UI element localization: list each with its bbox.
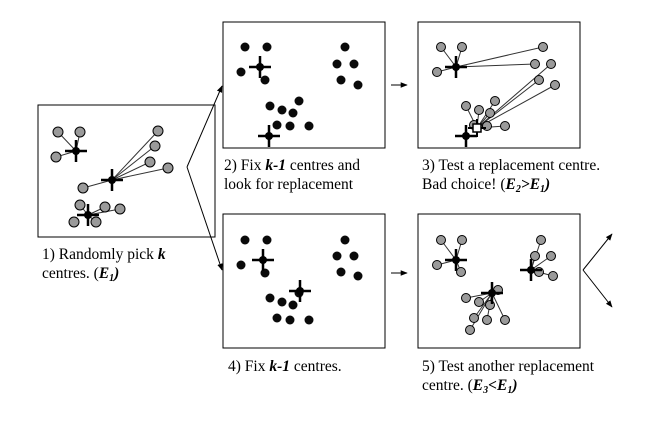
panel-5-frame [417, 213, 581, 349]
caption-subscript: 1 [109, 273, 115, 284]
caption-step-5: 5) Test another replacement centre. (E3<… [422, 357, 594, 400]
caption-text: 4) Fix [228, 358, 270, 375]
caption-subscript: 2 [515, 184, 521, 195]
caption-step-4: 4) Fix k-1 centres. [228, 357, 342, 376]
caption-step-3-line-1: 3) Test a replacement centre. [422, 156, 600, 175]
panel-1-frame [37, 104, 216, 238]
replacement-centre-marker [468, 119, 486, 137]
caption-text: 5) Test another replacement [422, 358, 595, 375]
panel-1-centres [65, 140, 123, 226]
caption-step-1-line-1: 1) Randomly pick k [42, 245, 166, 264]
panel-3 [417, 21, 581, 149]
caption-step-5-line-2: centre. (E3<E1) [422, 376, 594, 400]
centre-marker [520, 259, 542, 281]
caption-step-2-line-2: look for replacement [224, 175, 360, 194]
caption-var-e: E [496, 377, 508, 394]
caption-text: centres. ( [42, 265, 99, 282]
caption-text: centres and [286, 157, 361, 174]
caption-var-e: E [98, 265, 110, 282]
centre-marker [445, 249, 467, 271]
centre-marker [258, 125, 280, 147]
caption-var-e: E [472, 377, 484, 394]
caption-var-k: k [157, 246, 166, 263]
panel-4 [222, 213, 386, 349]
centre-marker [249, 56, 271, 78]
centre-marker [77, 204, 99, 226]
panel-5-centres [445, 249, 542, 304]
panel-4-centres [252, 249, 311, 302]
panel-3-centres [445, 56, 486, 147]
panel-5 [417, 213, 581, 349]
arrow-1-to-2 [186, 85, 223, 168]
arrow-1-to-4 [186, 166, 223, 271]
caption-text: ) [114, 265, 120, 282]
caption-text: look for replacement [224, 176, 354, 193]
caption-var-k: k-1 [265, 157, 287, 174]
caption-text: Bad choice! ( [422, 176, 506, 193]
centre-marker [289, 280, 311, 302]
flow-arrows [186, 82, 613, 308]
caption-text: ) [512, 377, 518, 394]
panel-5-points [432, 235, 558, 335]
caption-var-k: k-1 [269, 358, 291, 375]
caption-step-2-line-1: 2) Fix k-1 centres and [224, 156, 360, 175]
panel-1 [37, 104, 216, 238]
caption-var-e: E [505, 176, 516, 193]
panel-2-points [236, 42, 363, 131]
panel-4-frame [222, 213, 386, 349]
caption-step-5-line-1: 5) Test another replacement [422, 357, 594, 376]
centre-marker [481, 282, 503, 304]
panel-2 [222, 21, 386, 149]
caption-text: centre. ( [422, 377, 473, 394]
caption-text: ) [545, 176, 551, 193]
centre-marker [252, 249, 274, 271]
centre-marker [455, 125, 477, 147]
arrow-5-out-down [582, 269, 613, 308]
centre-marker [65, 140, 87, 162]
panel-2-centres [249, 56, 280, 147]
panel-3-points [432, 42, 560, 131]
caption-step-1: 1) Randomly pick k centres. (E1) [42, 245, 166, 288]
caption-step-3-line-2: Bad choice! (E2>E1) [422, 175, 600, 199]
panel-1-points [50, 125, 174, 228]
caption-operator: > [520, 176, 530, 193]
caption-step-2: 2) Fix k-1 centres and look for replacem… [224, 156, 360, 194]
caption-step-1-line-2: centres. (E1) [42, 264, 166, 288]
caption-step-4-line-1: 4) Fix k-1 centres. [228, 357, 342, 376]
caption-text: centres. [290, 358, 342, 375]
caption-var-e: E [529, 176, 541, 193]
caption-subscript: 1 [540, 184, 546, 195]
caption-subscript: 1 [507, 385, 513, 396]
caption-subscript: 3 [483, 385, 489, 396]
arrow-5-out-up [582, 233, 613, 271]
caption-operator: < [488, 377, 497, 394]
caption-text: 3) Test a replacement centre. [422, 157, 601, 174]
centre-marker [101, 169, 123, 191]
centre-marker [445, 56, 467, 78]
caption-text: 1) Randomly pick [42, 246, 158, 263]
caption-step-3: 3) Test a replacement centre. Bad choice… [422, 156, 600, 199]
caption-text: 2) Fix [224, 157, 266, 174]
